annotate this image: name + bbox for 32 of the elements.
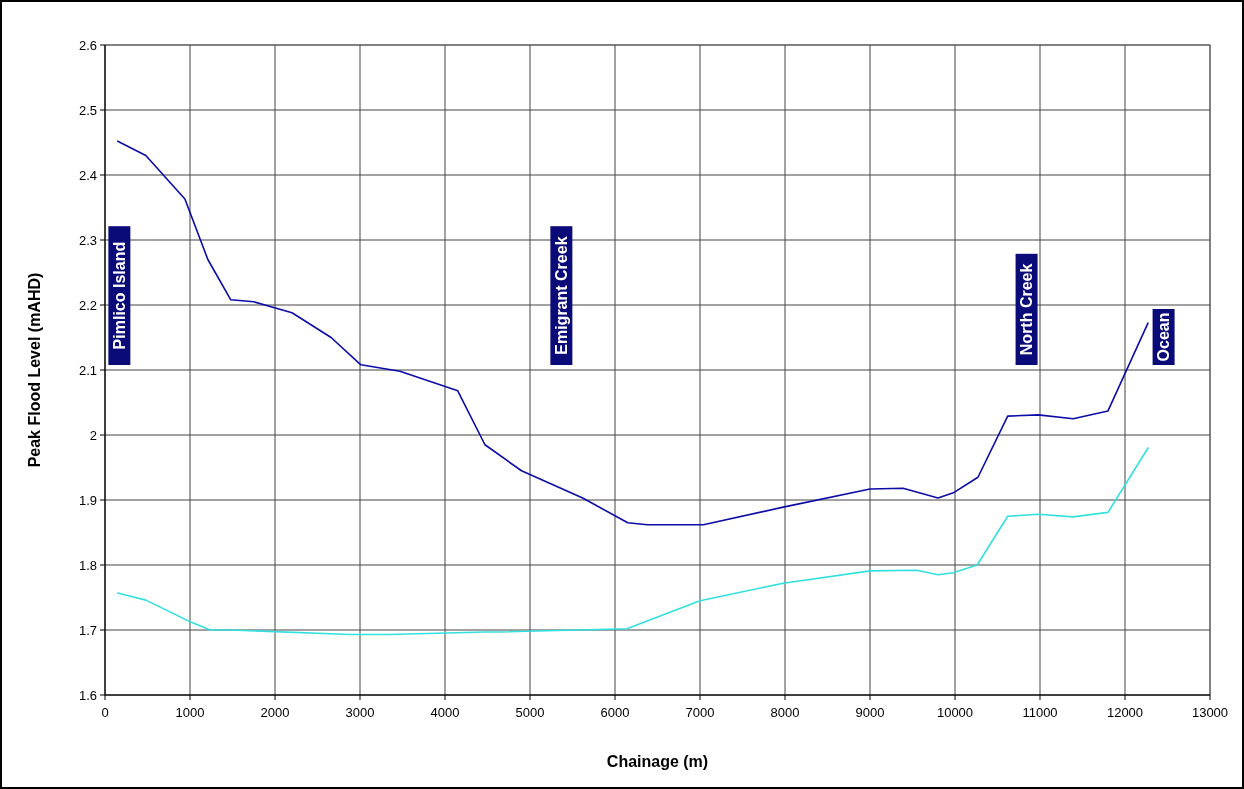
y-tick-label: 1.9 <box>78 492 97 508</box>
x-axis-title: Chainage (m) <box>606 753 709 770</box>
y-tick-label: 2.5 <box>78 102 97 118</box>
y-tick-label: 2.6 <box>78 37 97 53</box>
annotation: Pimlico Island <box>111 241 129 350</box>
y-tick-label: 2.1 <box>78 362 97 378</box>
y-tick-label: 1.8 <box>78 557 97 573</box>
x-tick-label: 10000 <box>936 705 974 720</box>
x-tick-label: 3000 <box>345 705 375 720</box>
x-tick-label: 4000 <box>430 705 460 720</box>
y-tick-label: 2 <box>89 427 97 443</box>
x-tick-label: 5000 <box>515 705 545 720</box>
x-tick-label: 1000 <box>175 705 205 720</box>
annotation: Emigrant Creek <box>553 236 571 355</box>
y-tick-label: 1.6 <box>78 687 97 703</box>
y-tick-label: 2.3 <box>78 232 97 248</box>
x-tick-label: 6000 <box>600 705 630 720</box>
x-tick-label: 12000 <box>1106 705 1144 720</box>
y-axis-title: Peak Flood Level (mAHD) <box>26 272 43 468</box>
y-tick-label: 1.7 <box>78 622 97 638</box>
x-tick-label: 9000 <box>855 705 885 720</box>
x-tick-label: 7000 <box>685 705 715 720</box>
y-tick-label: 2.4 <box>78 167 97 183</box>
x-tick-label: 2000 <box>260 705 290 720</box>
x-tick-label: 8000 <box>770 705 800 720</box>
annotation: North Creek <box>1018 263 1036 356</box>
y-tick-label: 2.2 <box>78 297 97 313</box>
x-tick-label: 0 <box>101 705 109 720</box>
x-tick-label: 13000 <box>1191 705 1229 720</box>
x-tick-label: 11000 <box>1022 705 1058 720</box>
annotation: Ocean <box>1155 312 1173 362</box>
line-series <box>116 447 1149 636</box>
